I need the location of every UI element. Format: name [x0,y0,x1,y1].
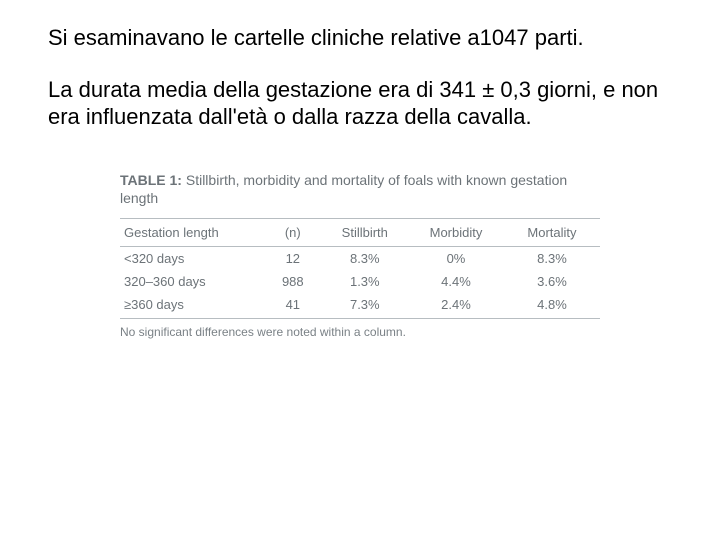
cell-mortality: 3.6% [504,270,600,293]
table-caption: TABLE 1: Stillbirth, morbidity and morta… [120,171,600,209]
cell-stillbirth: 1.3% [322,270,408,293]
col-header-n: (n) [264,219,322,247]
data-table: Gestation length (n) Stillbirth Morbidit… [120,218,600,319]
table-row: 320–360 days 988 1.3% 4.4% 3.6% [120,270,600,293]
cell-morbidity: 0% [408,247,504,271]
paragraph-2: La durata media della gestazione era di … [48,76,672,131]
col-header-gestation: Gestation length [120,219,264,247]
table-header-row: Gestation length (n) Stillbirth Morbidit… [120,219,600,247]
cell-gestation: 320–360 days [120,270,264,293]
cell-mortality: 4.8% [504,293,600,319]
table-block: TABLE 1: Stillbirth, morbidity and morta… [120,171,600,340]
paragraph-1: Si esaminavano le cartelle cliniche rela… [48,24,672,52]
cell-stillbirth: 8.3% [322,247,408,271]
col-header-mortality: Mortality [504,219,600,247]
cell-morbidity: 4.4% [408,270,504,293]
table-caption-lead: TABLE 1: [120,172,182,188]
cell-n: 12 [264,247,322,271]
table-row: <320 days 12 8.3% 0% 8.3% [120,247,600,271]
cell-gestation: <320 days [120,247,264,271]
col-header-morbidity: Morbidity [408,219,504,247]
table-footnote: No significant differences were noted wi… [120,325,600,339]
cell-n: 41 [264,293,322,319]
col-header-stillbirth: Stillbirth [322,219,408,247]
cell-mortality: 8.3% [504,247,600,271]
table-caption-rest: Stillbirth, morbidity and mortality of f… [120,172,567,207]
cell-stillbirth: 7.3% [322,293,408,319]
cell-morbidity: 2.4% [408,293,504,319]
cell-n: 988 [264,270,322,293]
cell-gestation: ≥360 days [120,293,264,319]
table-row: ≥360 days 41 7.3% 2.4% 4.8% [120,293,600,319]
